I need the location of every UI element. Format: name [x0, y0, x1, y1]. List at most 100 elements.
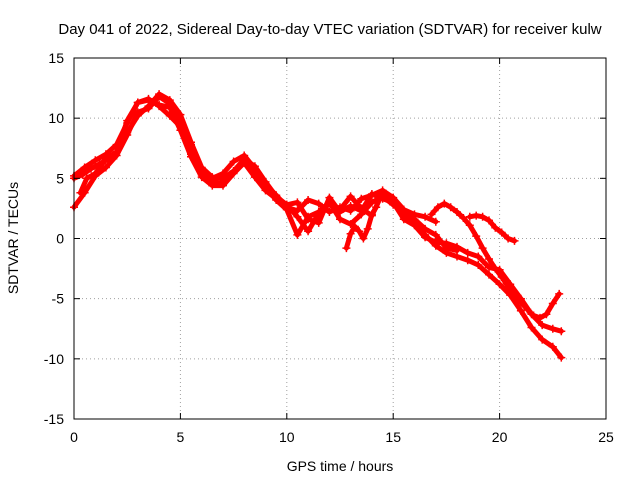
y-tick-labels: -15 -10 -5 0 5 10 15	[44, 50, 64, 427]
data-point	[433, 203, 442, 212]
data-point	[112, 147, 121, 156]
data-point	[208, 173, 217, 182]
data-point	[367, 210, 376, 219]
data-point	[472, 232, 481, 241]
data-point	[325, 199, 334, 208]
data-point	[123, 116, 132, 125]
data-point	[446, 203, 455, 212]
x-tick-label: 20	[492, 429, 508, 445]
data-point	[504, 234, 513, 243]
data-point	[431, 241, 440, 250]
x-tick-label: 5	[177, 429, 185, 445]
data-point	[304, 196, 313, 204]
data-point	[523, 305, 532, 314]
data-point	[431, 217, 440, 226]
x-axis-label: GPS time / hours	[287, 458, 394, 474]
y-tick-label: 5	[56, 170, 64, 186]
data-point	[133, 111, 142, 120]
x-tick-labels: 0 5 10 15 20 25	[70, 429, 614, 445]
data-point	[497, 273, 506, 281]
y-tick-label: 15	[48, 50, 64, 66]
data-point	[314, 218, 323, 227]
data-point	[165, 96, 174, 105]
data-point	[346, 220, 355, 229]
data-point	[529, 311, 538, 320]
x-tick-label: 15	[385, 429, 401, 445]
data-point	[165, 103, 174, 112]
data-point	[463, 256, 472, 265]
data-point	[240, 158, 249, 167]
data-point	[304, 227, 313, 236]
data-point	[346, 192, 355, 201]
data-point	[176, 126, 185, 135]
data-point	[478, 244, 487, 253]
data-point	[78, 170, 87, 179]
data-point	[82, 174, 91, 183]
data-point	[314, 209, 323, 218]
series-track-7	[342, 191, 385, 253]
data-point	[485, 270, 493, 279]
data-point	[431, 230, 440, 239]
data-point	[557, 327, 566, 336]
data-point	[538, 321, 547, 330]
data-point	[336, 205, 344, 214]
data-point	[410, 220, 419, 229]
data-point	[91, 169, 100, 178]
data-point	[376, 191, 385, 200]
y-tick-label: -5	[52, 291, 65, 307]
series-track-5	[427, 199, 564, 322]
data-point	[497, 228, 506, 237]
data-point	[187, 152, 195, 161]
data-point	[491, 264, 500, 273]
data-point	[538, 335, 547, 344]
data-point	[261, 186, 270, 195]
data-point	[548, 299, 557, 308]
data-point	[474, 252, 483, 261]
data-point	[474, 261, 483, 269]
data-point	[442, 239, 451, 248]
data-point	[342, 244, 351, 253]
data-point	[197, 173, 206, 182]
x-tick-label: 25	[598, 429, 614, 445]
data-point	[442, 248, 451, 257]
data-point	[453, 252, 461, 261]
data-point	[346, 202, 355, 210]
grid	[74, 58, 606, 419]
y-axis-label: SDTVAR / TECUs	[5, 182, 21, 294]
data-point	[155, 100, 164, 109]
data-point	[293, 212, 302, 221]
data-point	[357, 204, 366, 213]
data-point	[465, 221, 474, 230]
data-point	[293, 198, 302, 207]
series-track-1	[70, 94, 440, 226]
axis-ticks	[73, 57, 607, 420]
series-line	[77, 97, 564, 361]
data-point	[472, 211, 481, 220]
data-point	[504, 282, 513, 291]
data-point	[478, 212, 487, 221]
x-tick-label: 10	[279, 429, 295, 445]
data-point	[516, 306, 525, 315]
data-point	[250, 173, 259, 182]
data-point	[91, 156, 100, 165]
data-point	[516, 298, 525, 307]
data-point	[250, 162, 259, 171]
data-point	[557, 353, 566, 362]
data-point	[372, 203, 381, 212]
data-point	[555, 289, 564, 298]
data-point	[155, 90, 164, 99]
data-point	[304, 215, 313, 224]
data-point	[363, 224, 372, 233]
data-point	[87, 164, 95, 173]
data-point	[548, 342, 557, 351]
data-point	[350, 222, 359, 231]
data-series	[70, 90, 566, 362]
data-point	[463, 248, 472, 257]
data-point	[542, 310, 551, 319]
data-point	[453, 242, 461, 251]
y-tick-label: 0	[56, 231, 64, 247]
data-point	[465, 212, 474, 221]
data-point	[219, 181, 227, 190]
data-point	[453, 208, 461, 216]
